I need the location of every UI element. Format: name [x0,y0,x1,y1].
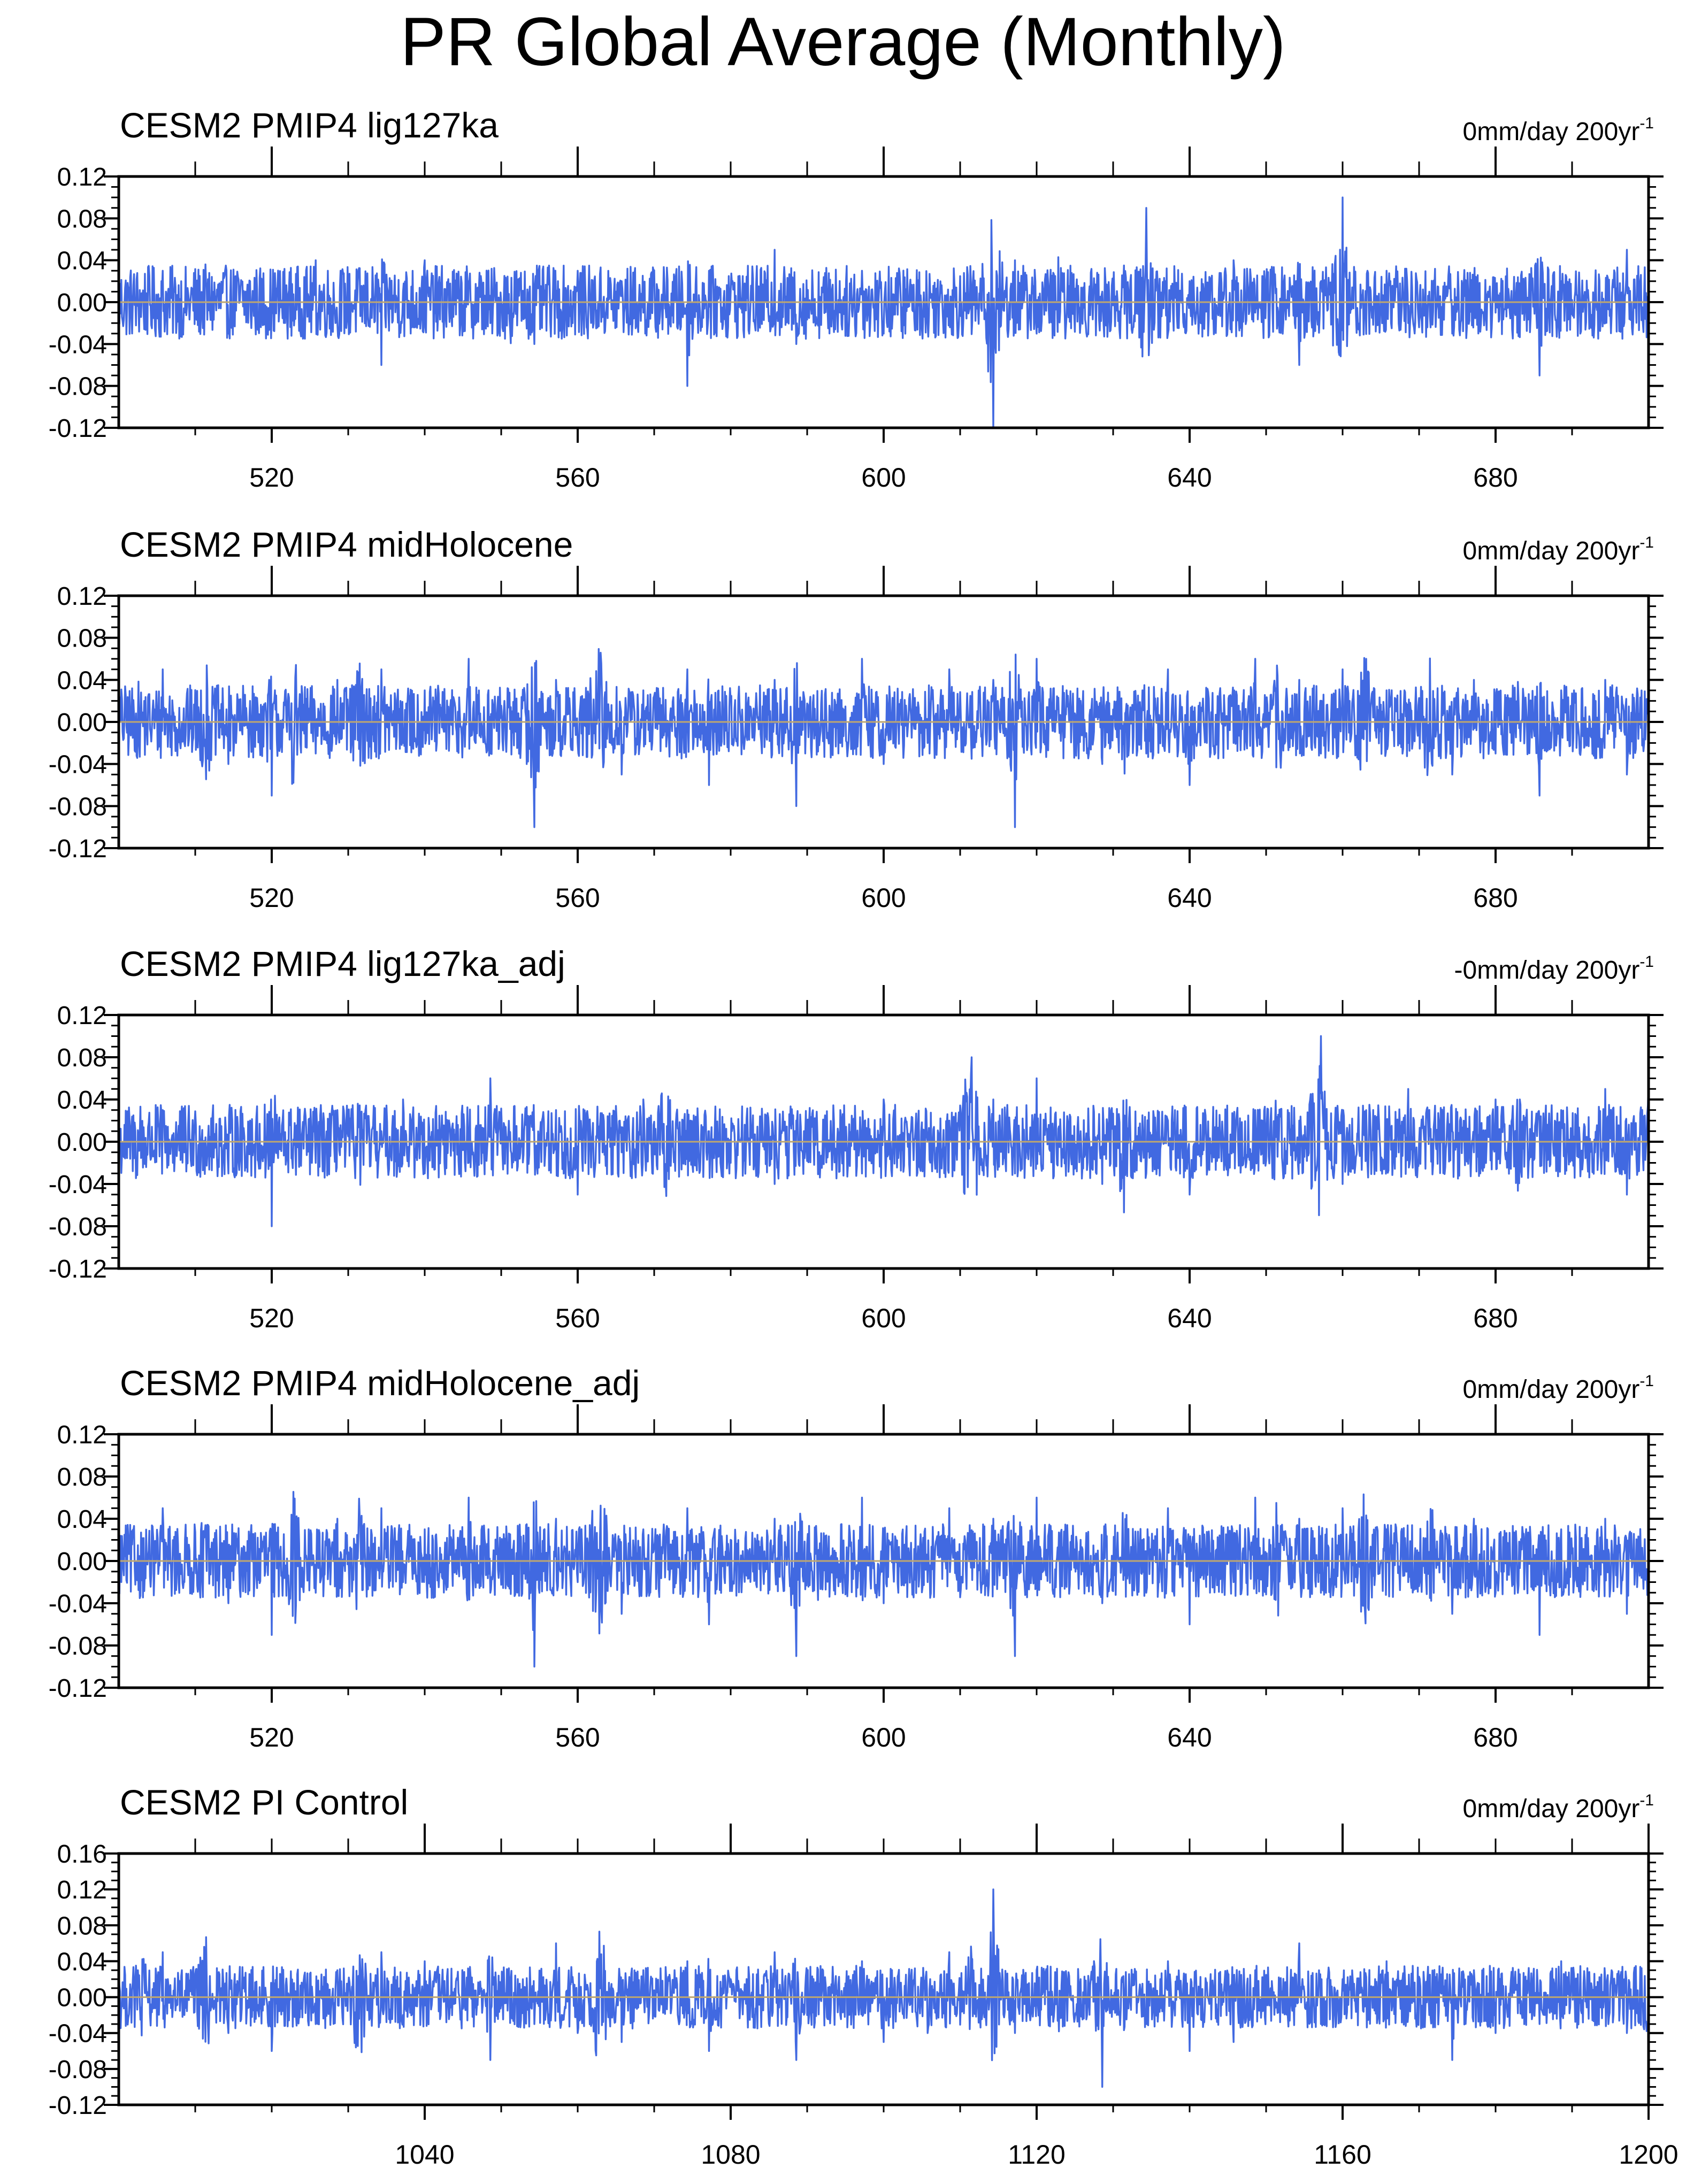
x-tick-label: 600 [861,883,906,913]
x-tick-label: 680 [1473,1303,1518,1333]
y-tick-label: 0.00 [57,289,107,317]
x-tick-label: 1080 [701,2140,760,2170]
x-tick-label: 1120 [1008,2140,1066,2170]
y-tick-label: -0.08 [49,2056,107,2084]
chart-panel: CESM2 PMIP4 midHolocene 0mm/day 200yr-1 0.… [49,525,1664,913]
x-tick-label: 1160 [1314,2140,1371,2170]
x-tick-label: 1200 [1619,2140,1678,2170]
y-tick-label: -0.12 [49,2091,107,2120]
chart-panel: CESM2 PMIP4 lig127ka_adj -0mm/day 200yr-1… [49,944,1664,1333]
chart-panel: CESM2 PMIP4 lig127ka 0mm/day 200yr-1 0.12 0… [49,105,1664,493]
x-tick-label: 640 [1167,463,1212,493]
y-tick-label: 0.04 [57,1505,107,1534]
y-tick-label: 0.16 [57,1840,107,1868]
annotation-superscript: -1 [1639,534,1654,551]
y-tick-label: -0.08 [49,1213,107,1241]
annotation-superscript: -1 [1639,114,1654,132]
y-tick-label: 0.08 [57,625,107,653]
y-tick-label: 0.12 [57,582,107,611]
y-tick-label: -0.08 [49,793,107,821]
y-tick-label: 0.12 [57,1421,107,1449]
series-line [118,196,1650,429]
y-tick-label: 0.12 [57,163,107,191]
figure-title: PR Global Average (Monthly) [400,4,1286,80]
y-tick-label: 0.00 [57,709,107,737]
x-tick-label: 600 [861,1722,906,1752]
series-line [118,1035,1650,1227]
panel-annotation: -0mm/day 200yr-1 [1454,953,1654,985]
y-tick-label: -0.12 [49,1255,107,1283]
y-tick-label: 0.08 [57,1044,107,1072]
y-tick-label: 0.00 [57,1984,107,2012]
y-tick-label: -0.04 [49,2020,107,2048]
chart-panel: CESM2 PMIP4 midHolocene_adj 0mm/day 200yr… [49,1363,1664,1752]
x-tick-label: 520 [249,1303,294,1333]
x-tick-label: 1040 [395,2140,454,2170]
x-tick-label: 680 [1473,463,1518,493]
panel-title: CESM2 PI Control [120,1782,408,1822]
y-tick-label: 0.08 [57,1463,107,1491]
x-tick-label: 520 [249,463,294,493]
series-line [118,648,1650,828]
x-tick-label: 640 [1167,1722,1212,1752]
y-tick-label: 0.04 [57,247,107,275]
y-tick-label: 0.04 [57,666,107,695]
x-tick-label: 680 [1473,883,1518,913]
chart-panel: CESM2 PI Control 0mm/day 200yr-1 0.16 0.12 0… [49,1782,1679,2170]
y-tick-label: -0.12 [49,835,107,863]
x-tick-label: 560 [555,1722,600,1752]
y-tick-label: -0.08 [49,373,107,401]
x-tick-label: 640 [1167,1303,1212,1333]
x-tick-label: 560 [555,463,600,493]
x-tick-label: 520 [249,883,294,913]
panel-annotation: 0mm/day 200yr-1 [1463,114,1654,146]
annotation-superscript: -1 [1639,953,1654,971]
series-line [118,1888,1650,2088]
y-tick-label: -0.04 [49,1590,107,1618]
panel-annotation: 0mm/day 200yr-1 [1463,1372,1654,1404]
y-tick-label: -0.12 [49,1674,107,1703]
x-tick-label: 680 [1473,1722,1518,1752]
y-tick-label: 0.08 [57,1912,107,1940]
panel-title: CESM2 PMIP4 lig127ka [120,105,499,145]
panel-title: CESM2 PMIP4 lig127ka_adj [120,944,565,983]
x-tick-label: 600 [861,463,906,493]
x-tick-label: 520 [249,1722,294,1752]
y-tick-label: -0.04 [49,1171,107,1199]
y-tick-label: 0.04 [57,1086,107,1114]
panel-annotation: 0mm/day 200yr-1 [1463,534,1654,565]
x-tick-label: 560 [555,1303,600,1333]
panel-title: CESM2 PMIP4 midHolocene [120,525,573,564]
y-tick-label: -0.08 [49,1632,107,1660]
y-tick-label: 0.12 [57,1876,107,1904]
annotation-superscript: -1 [1639,1372,1654,1390]
y-tick-label: -0.12 [49,414,107,443]
x-tick-label: 600 [861,1303,906,1333]
x-tick-label: 640 [1167,883,1212,913]
x-tick-label: 560 [555,883,600,913]
y-tick-label: 0.12 [57,1002,107,1030]
y-tick-label: 0.00 [57,1128,107,1157]
y-tick-label: -0.04 [49,330,107,359]
panel-title: CESM2 PMIP4 midHolocene_adj [120,1363,640,1403]
y-tick-label: 0.08 [57,205,107,233]
y-tick-label: 0.00 [57,1548,107,1576]
series-line [118,1491,1650,1668]
panel-annotation: 0mm/day 200yr-1 [1463,1791,1654,1823]
annotation-superscript: -1 [1639,1791,1654,1809]
y-tick-label: 0.04 [57,1948,107,1976]
y-tick-label: -0.04 [49,751,107,779]
